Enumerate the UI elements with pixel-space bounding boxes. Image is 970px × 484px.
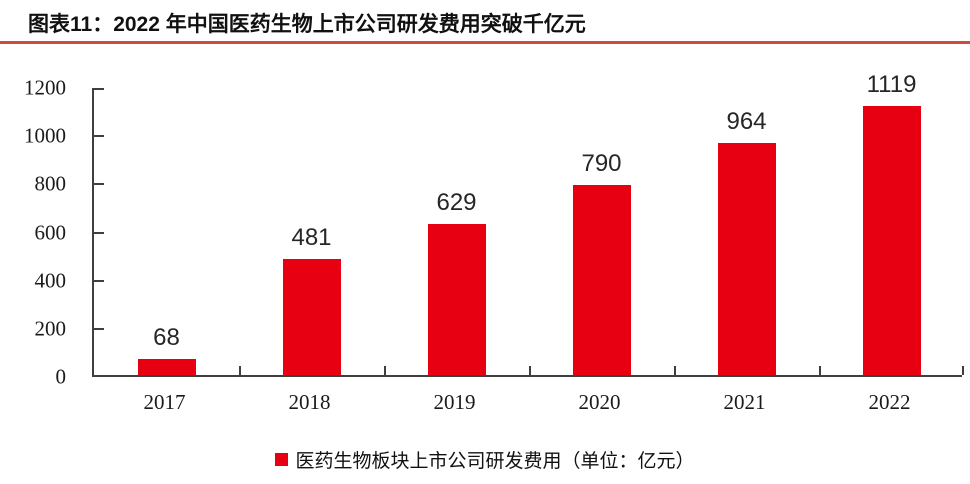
y-axis-tick-800 — [94, 183, 104, 186]
bar-2018 — [282, 259, 341, 375]
legend: 医药生物板块上市公司研发费用（单位：亿元） — [0, 446, 970, 473]
x-axis-label-2019: 2019 — [433, 390, 476, 414]
data-label-2020: 790 — [581, 149, 622, 177]
legend-series-label: 医药生物板块上市公司研发费用（单位：亿元） — [295, 451, 695, 472]
data-label-2022: 1119 — [866, 70, 917, 98]
chart-title: 图表11：2022 年中国医药生物上市公司研发费用突破千亿元 — [28, 13, 586, 36]
data-label-2017: 68 — [153, 323, 180, 351]
plot-area: 68 481 629 790 964 1119 — [92, 72, 964, 377]
x-axis-tick-5 — [819, 366, 821, 375]
data-label-2019: 629 — [436, 188, 477, 216]
y-axis-label-600: 600 — [34, 220, 67, 244]
y-axis-label-1200: 1200 — [24, 75, 66, 100]
x-axis-label-2018: 2018 — [288, 390, 331, 414]
y-axis-label-200: 200 — [34, 316, 67, 341]
bar-2019 — [427, 223, 486, 375]
legend-marker-swatch — [275, 453, 289, 466]
bar-2017 — [137, 358, 196, 375]
data-label-2021: 964 — [726, 107, 767, 135]
data-label-2018: 481 — [291, 224, 332, 252]
x-axis-tick-4 — [674, 366, 676, 375]
y-axis-label-1000: 1000 — [24, 123, 66, 148]
y-axis-tick-1200 — [94, 88, 104, 90]
y-axis-label-800: 800 — [34, 171, 67, 196]
y-axis-tick-600 — [94, 231, 104, 234]
y-axis-tick-400 — [94, 279, 104, 282]
x-axis-tick-3 — [529, 366, 531, 375]
x-axis-label-2021: 2021 — [723, 390, 766, 414]
title-divider-line — [0, 41, 970, 44]
y-axis-label-0: 0 — [55, 364, 67, 389]
y-axis-labels: 0 200 400 600 800 1000 1200 — [0, 77, 67, 387]
x-axis-tick-2 — [384, 366, 386, 375]
x-axis-label-2020: 2020 — [578, 390, 621, 414]
bar-2021 — [717, 142, 776, 375]
x-axis-label-2017: 2017 — [143, 390, 186, 414]
x-axis-labels: 2017 2018 2019 2020 2021 2022 — [92, 390, 962, 417]
x-axis-tick-1 — [239, 366, 241, 375]
bar-2020 — [572, 184, 631, 375]
x-axis-tick-6 — [962, 366, 964, 375]
x-axis-label-2022: 2022 — [868, 390, 911, 414]
y-axis-label-400: 400 — [34, 268, 67, 293]
y-axis-tick-1000 — [94, 135, 104, 138]
y-axis-tick-200 — [94, 327, 104, 330]
bar-2022 — [862, 105, 921, 375]
